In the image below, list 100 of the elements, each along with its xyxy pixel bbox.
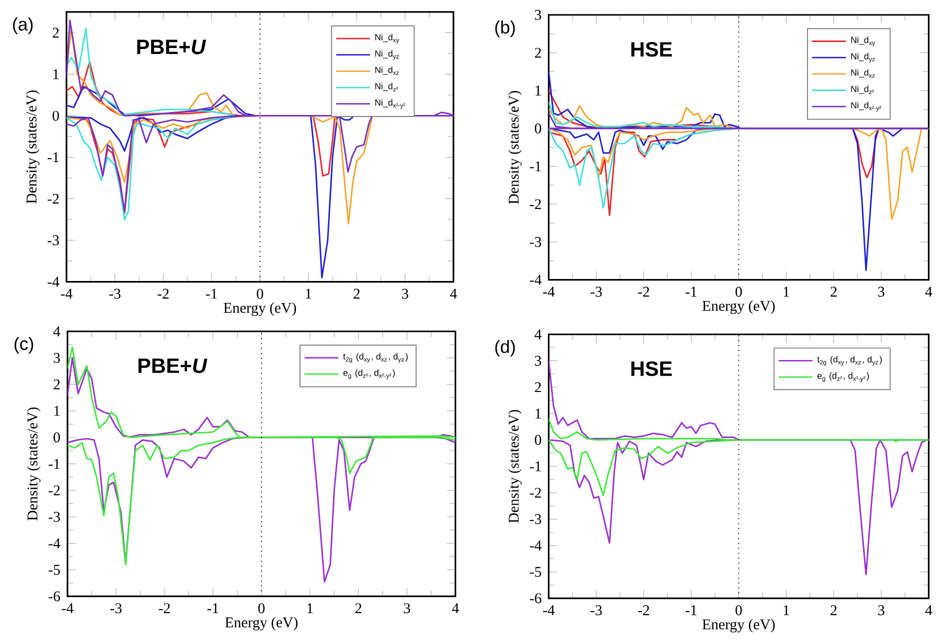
x-tick-label: 4 <box>925 286 932 297</box>
x-tick-label: 3 <box>402 288 408 299</box>
y-axis-title: Density (states/eV) <box>26 90 40 204</box>
y-tick-label: 3 <box>535 10 542 20</box>
y-tick-label: -5 <box>530 566 542 577</box>
y-tick-label: 2 <box>54 379 60 390</box>
text: (b) <box>495 20 515 38</box>
legend-label: Ni_d$_{x²-y²}$ <box>375 99 406 109</box>
x-tick-label: -1 <box>686 286 696 297</box>
y-tick-label: 3 <box>54 352 60 363</box>
x-axis-title: Energy (eV) <box>702 618 775 632</box>
x-tick-label: -2 <box>638 286 650 297</box>
y-axis-title: Density (states/eV) <box>508 410 522 523</box>
x-tick-label: -4 <box>60 288 72 299</box>
y-tick-label: -4 <box>48 538 60 548</box>
x-axis-title: Energy (eV) <box>225 616 298 630</box>
text: t$_{2g}$ (d$_{xy}$, d$_{xz}$, d$_{yz}$) <box>817 356 882 366</box>
y-tick-label: 0 <box>534 434 542 445</box>
y-tick-label: -1 <box>48 152 59 162</box>
x-tick-label: 4 <box>450 288 457 299</box>
x-tick-label: -4 <box>62 603 74 614</box>
x-tick-label: 4 <box>452 603 459 614</box>
x-tick-label: 2 <box>354 288 360 299</box>
y-tick-label: -2 <box>530 199 541 210</box>
annotation: HSE <box>631 42 672 57</box>
y-tick-label: 1 <box>54 406 60 416</box>
x-tick-label: 2 <box>355 603 362 614</box>
y-tick-label: -4 <box>530 274 542 285</box>
x-tick-label: 4 <box>925 605 932 616</box>
x-tick-label: 1 <box>308 603 313 614</box>
annotation: PBE+U <box>137 40 206 54</box>
y-axis-title: Density (states/eV) <box>27 407 41 520</box>
x-tick-label: -2 <box>158 288 169 299</box>
legend-label: e$_{g}$ (d$_{z²}$, d$_{x²-y²}$) <box>817 372 869 382</box>
y-tick-label: -4 <box>530 540 542 550</box>
x-tick-label: -2 <box>638 605 650 616</box>
y-tick-label: -4 <box>48 276 60 287</box>
x-tick-label: 2 <box>830 605 837 616</box>
legend-label: Ni_d$_{xy}$ <box>375 34 400 44</box>
x-tick-label: -3 <box>590 286 602 297</box>
x-tick-label: 3 <box>878 605 884 616</box>
y-tick-label: -3 <box>48 235 59 246</box>
legend-label: Ni_d$_{z²}$ <box>851 86 874 94</box>
legend-label: Ni_d$_{yz}$ <box>375 50 399 60</box>
x-tick-label: 1 <box>306 288 312 299</box>
x-tick-label: 3 <box>404 603 410 614</box>
y-axis-title: Density (states/eV) <box>508 90 522 204</box>
x-tick-label: -3 <box>109 288 120 299</box>
y-tick-label: 4 <box>53 326 60 336</box>
y-tick-label: -1 <box>530 461 541 472</box>
x-tick-label: -4 <box>543 605 555 616</box>
x-tick-label: 1 <box>784 286 790 297</box>
annotation: PBE+U <box>138 358 208 374</box>
y-tick-label: 1 <box>536 408 541 418</box>
legend-label: Ni_d$_{x²-y²}$ <box>851 102 882 112</box>
y-tick-label: -6 <box>530 593 542 604</box>
x-tick-label: -3 <box>590 605 602 616</box>
y-tick-label: 2 <box>534 48 541 58</box>
x-tick-label: -1 <box>206 288 217 299</box>
x-tick-label: 1 <box>784 605 790 616</box>
y-tick-label: -2 <box>530 488 541 498</box>
x-tick-label: 0 <box>256 288 264 299</box>
legend-label: Ni_d$_{xy}$ <box>851 36 876 46</box>
y-tick-label: 2 <box>534 382 541 392</box>
y-tick-label: -1 <box>48 458 60 469</box>
y-tick-label: -1 <box>530 161 541 172</box>
text: (c) <box>14 336 34 354</box>
y-tick-label: -2 <box>48 485 60 496</box>
x-tick-label: 0 <box>258 603 265 614</box>
y-tick-label: -6 <box>48 591 60 602</box>
y-tick-label: -2 <box>48 194 59 204</box>
y-tick-label: 4 <box>534 329 542 340</box>
y-tick-label: -3 <box>48 512 60 522</box>
y-tick-label: 2 <box>52 28 59 38</box>
x-tick-label: -4 <box>543 286 555 297</box>
x-tick-label: 2 <box>830 286 837 297</box>
y-tick-label: -3 <box>530 236 542 247</box>
text: (a) <box>13 18 33 34</box>
x-tick-label: 0 <box>736 286 742 297</box>
x-tick-label: -1 <box>686 605 696 616</box>
x-tick-label: -2 <box>158 603 170 614</box>
y-tick-label: -3 <box>530 514 542 524</box>
legend-label: Ni_d$_{xz}$ <box>375 66 399 75</box>
x-axis-title: Energy (eV) <box>224 302 296 316</box>
y-tick-label: -5 <box>48 564 60 575</box>
x-tick-label: 0 <box>736 605 742 616</box>
legend-label: Ni_d$_{z²}$ <box>375 82 398 92</box>
text: (d) <box>495 340 515 357</box>
x-tick-label: 3 <box>878 286 884 297</box>
x-axis-title: Energy (eV) <box>702 300 775 314</box>
y-tick-label: 1 <box>536 86 541 96</box>
annotation: HSE <box>631 361 672 376</box>
y-tick-label: 3 <box>535 356 542 366</box>
x-tick-label: -3 <box>110 603 122 614</box>
legend-label: Ni_d$_{yz}$ <box>851 52 875 63</box>
text: t$_{2g}$ (d$_{xy}$, d$_{xz}$, d$_{yz}$) <box>343 353 408 363</box>
y-tick-label: 0 <box>54 432 60 442</box>
y-tick-label: 0 <box>534 123 542 134</box>
y-tick-label: 0 <box>52 110 59 121</box>
legend-label: e$_{g}$ (d$_{z²}$, d$_{x²-y²}$) <box>343 369 395 380</box>
